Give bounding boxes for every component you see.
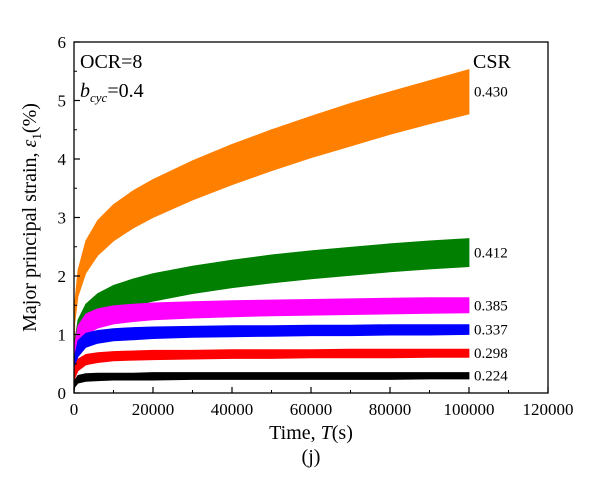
csr-label-2: 0.385 [474,298,508,314]
legend-title: CSR [473,51,511,73]
y-axis-label-prefix: Major principal strain, [19,147,41,331]
series-band-4 [73,348,470,394]
csr-label-3: 0.337 [474,323,508,339]
x-tick-label: 120000 [523,400,574,419]
panel-label: (j) [302,446,321,468]
bcyc-value: =0.4 [107,80,143,102]
bcyc-symbol: b [80,80,90,102]
axis-ticks: 0 20000 40000 60000 80000 100000 120000 0 1 2 3 4 5 6 [58,33,574,419]
x-tick-label: 40000 [211,400,254,419]
y-axis-label-symbol: ε [19,139,41,147]
y-tick-label: 6 [58,33,67,52]
ocr-annotation: OCR=8 [80,51,142,73]
series-band-0 [73,68,470,394]
y-tick-label: 1 [58,326,67,345]
x-tick-label: 60000 [290,400,333,419]
x-tick-label: 0 [70,400,79,419]
x-axis-label: Time, T(s) [269,422,353,444]
csr-label-5: 0.224 [474,369,508,385]
x-tick-label: 20000 [132,400,175,419]
csr-labels: 0.430 0.412 0.385 0.337 0.298 0.224 [474,85,508,385]
y-tick-label: 5 [58,92,67,111]
y-axis-label-suffix: (%) [19,103,41,133]
y-tick-label: 2 [58,267,67,286]
x-axis-label-prefix: Time, [269,422,321,444]
y-tick-label: 3 [58,209,67,228]
y-axis-label: Major principal strain, ε1(%) [19,103,44,332]
series-band-3 [73,324,470,394]
series-band-5 [73,372,470,394]
y-tick-label: 4 [58,150,67,169]
x-tick-label: 100000 [444,400,495,419]
csr-label-0: 0.430 [474,85,508,101]
y-tick-label: 0 [58,384,67,403]
x-tick-label: 80000 [369,400,412,419]
y-axis-label-subscript: 1 [29,133,44,140]
x-axis-label-suffix: (s) [332,422,353,444]
series-band-2 [73,297,470,394]
series-bands [73,68,470,394]
csr-label-4: 0.298 [474,346,508,362]
bcyc-subscript: cyc [90,90,108,105]
x-axis-label-symbol: T [321,422,334,444]
bcyc-annotation: bcyc=0.4 [80,80,144,105]
csr-label-1: 0.412 [474,246,508,262]
